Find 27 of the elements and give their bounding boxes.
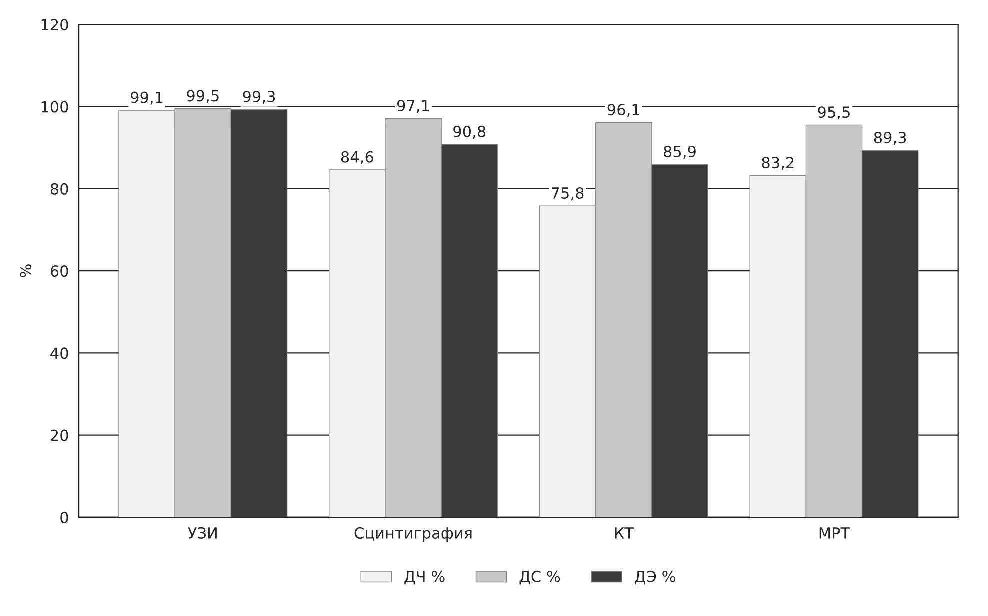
legend-label: ДЭ %: [635, 570, 676, 585]
y-tick-label: 80: [50, 183, 68, 195]
y-axis-title: %: [20, 264, 32, 278]
data-label: 99,5: [187, 90, 219, 104]
y-tick-label: 40: [50, 348, 68, 360]
data-label: 84,6: [341, 151, 374, 164]
data-label: 75,8: [552, 187, 584, 201]
y-tick-label: 20: [50, 430, 68, 442]
data-label: 85,9: [664, 146, 696, 160]
data-label: 99,3: [243, 90, 276, 104]
x-tick-label: КТ: [615, 528, 634, 539]
legend-label: ДЧ %: [404, 570, 445, 585]
y-tick-label: 60: [50, 266, 68, 278]
y-tick-label: 120: [42, 19, 68, 31]
x-tick-label: Сцинтиграфия: [354, 527, 472, 542]
legend-label: ДС %: [520, 570, 560, 585]
data-label: 97,1: [397, 100, 430, 114]
y-tick-label: 0: [60, 512, 68, 524]
data-label: 83,2: [762, 157, 794, 170]
data-label: 99,1: [131, 92, 163, 105]
x-tick-label: МРТ: [820, 528, 850, 539]
x-tick-label: УЗИ: [188, 527, 217, 539]
y-tick-label: 100: [42, 101, 68, 113]
data-label: 90,8: [454, 126, 486, 139]
data-label: 89,3: [874, 132, 906, 146]
data-label: 96,1: [608, 104, 640, 118]
data-label: 95,5: [818, 106, 850, 120]
